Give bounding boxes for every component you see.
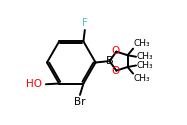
Text: O: O bbox=[112, 66, 120, 76]
Text: B: B bbox=[106, 56, 113, 66]
Text: CH₃: CH₃ bbox=[134, 39, 150, 48]
Text: CH₃: CH₃ bbox=[134, 74, 150, 83]
Text: Br: Br bbox=[74, 98, 85, 108]
Text: F: F bbox=[82, 18, 88, 28]
Text: CH₃: CH₃ bbox=[137, 52, 153, 61]
Text: CH₃: CH₃ bbox=[137, 61, 153, 70]
Text: HO: HO bbox=[26, 79, 42, 89]
Text: O: O bbox=[112, 46, 120, 56]
